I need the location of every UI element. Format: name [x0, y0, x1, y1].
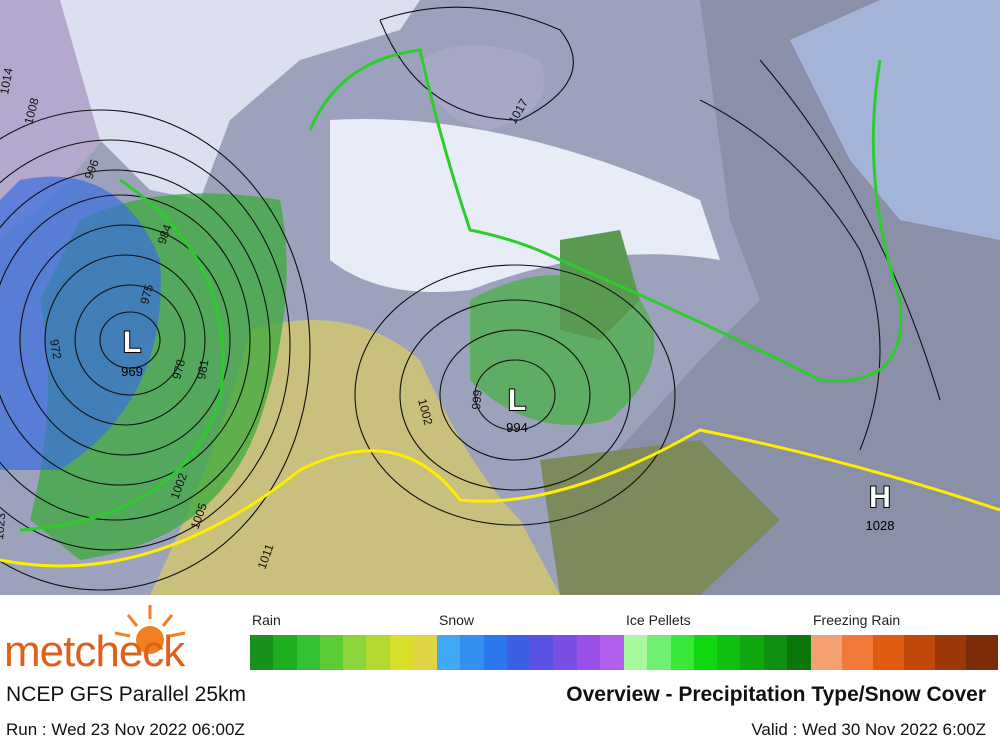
freezing-line — [0, 428, 1000, 568]
legend-swatch — [599, 635, 624, 670]
brand: metcheck — [4, 627, 185, 676]
legend-swatch — [530, 635, 554, 670]
isobar-label: 981 — [194, 358, 211, 380]
legend-swatch — [319, 635, 344, 670]
legend-swatch — [811, 635, 843, 670]
legend-swatch — [553, 635, 577, 670]
isobars — [0, 6, 941, 591]
isobar-label: 1008 — [21, 96, 42, 126]
legend-swatch — [576, 635, 601, 670]
greenland — [60, 0, 420, 200]
pressure-center-value: 969 — [121, 364, 143, 379]
legend-label: Freezing Rain — [813, 612, 901, 628]
logo — [114, 605, 186, 654]
legend-label: Snow — [439, 612, 475, 628]
legend-swatch — [437, 635, 461, 670]
legend-swatch — [506, 635, 531, 670]
legend-swatch — [935, 635, 967, 670]
legend-swatch — [717, 635, 741, 670]
pressure-center-value: 1028 — [866, 518, 895, 533]
legend-swatch — [693, 635, 718, 670]
isobar-label: 1014 — [0, 66, 16, 95]
pressure-center-type: L — [123, 326, 141, 359]
snow-area — [0, 176, 161, 470]
legend-swatch — [250, 635, 274, 670]
legend-swatch — [842, 635, 874, 670]
map: 1014 1008 996 984 975 972 978 981 1002 9… — [0, 0, 1000, 595]
thickness-line — [19, 178, 225, 532]
isobar-label: 975 — [137, 282, 156, 305]
legend-swatch — [483, 635, 508, 670]
isobar-label: 984 — [155, 222, 175, 246]
scandinavia — [790, 0, 1000, 240]
legend-swatch — [389, 635, 414, 670]
isobar-label: 1002 — [415, 397, 436, 427]
isobar-label: 978 — [169, 357, 188, 380]
run-time: Run : Wed 23 Nov 2022 06:00Z — [6, 720, 245, 739]
legend-swatch — [966, 635, 998, 670]
thickness-line — [308, 48, 903, 383]
isobar-label: 996 — [82, 157, 102, 181]
legend-swatch — [904, 635, 936, 670]
iceland — [420, 45, 545, 130]
legend-label: Rain — [252, 612, 281, 628]
legend-swatch — [873, 635, 905, 670]
legend-swatch — [670, 635, 695, 670]
legend-swatch — [412, 635, 437, 670]
legend-swatch — [343, 635, 367, 670]
isobar-label: 972 — [47, 338, 64, 360]
legend-swatch — [273, 635, 297, 670]
legend-swatch — [647, 635, 671, 670]
legend-panel: metcheck Rain Snow Ice Pellets Freezing Rai… — [0, 595, 1000, 749]
legend-swatch — [366, 635, 390, 670]
model-name: NCEP GFS Parallel 25km — [6, 683, 247, 706]
isobar-label: 1023 — [0, 512, 8, 540]
legend-swatch — [763, 635, 788, 670]
legend-swatch — [624, 635, 648, 670]
pressure-center-type: H — [869, 481, 891, 514]
legend-swatch — [460, 635, 484, 670]
legend-swatch — [296, 635, 321, 670]
legend-label: Ice Pellets — [626, 612, 691, 628]
title: Overview - Precipitation Type/Snow Cover — [566, 683, 986, 706]
pressure-center-type: L — [508, 384, 526, 417]
isobar-label: 999 — [469, 389, 485, 410]
pressure-center-value: 994 — [506, 420, 528, 435]
valid-time: Valid : Wed 30 Nov 2022 6:00Z — [751, 720, 986, 739]
legend-swatch — [740, 635, 764, 670]
legend-swatch — [786, 635, 811, 670]
